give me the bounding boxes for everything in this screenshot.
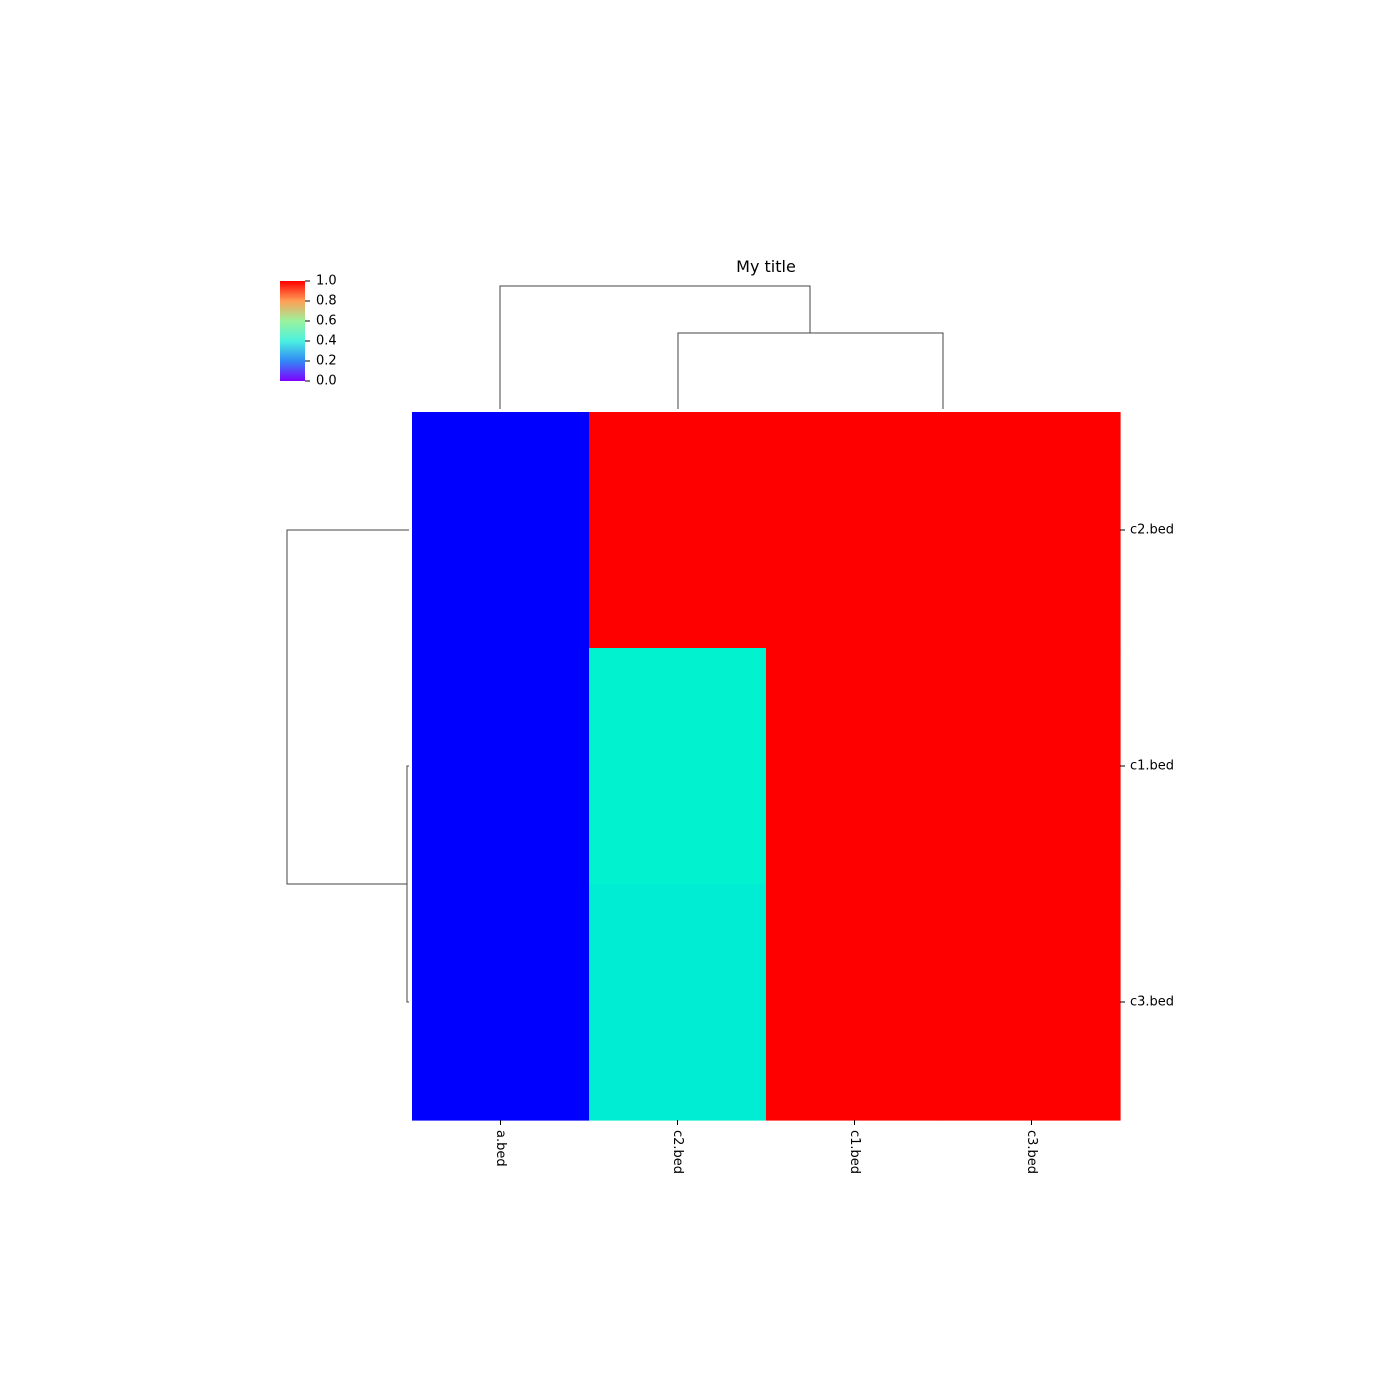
colorbar-tick-label: 0.8 <box>316 294 337 309</box>
column-label: a.bed <box>493 1130 508 1167</box>
column-label: c2.bed <box>670 1130 685 1174</box>
chart-title: My title <box>736 257 796 276</box>
row-dendro-link-c1-c3 <box>406 765 409 1003</box>
colorbar-tick-label: 0.2 <box>316 354 337 369</box>
colorbar-tick-label: 0.6 <box>316 314 337 329</box>
row-label: c3.bed <box>1130 995 1174 1010</box>
row-label: c1.bed <box>1130 759 1174 774</box>
column-labels: a.bed c2.bed c1.bed c3.bed <box>493 1120 1039 1174</box>
colorbar-tick-label: 0.4 <box>316 334 337 349</box>
heatmap-cell-c3-bed-c2-bed <box>589 884 767 1121</box>
colorbar-gradient <box>280 281 305 381</box>
heatmap-cell-c3-bed-c1-bed <box>766 884 944 1121</box>
heatmap-cell-c2-bed-c1-bed <box>766 412 944 649</box>
column-label: c1.bed <box>847 1130 862 1174</box>
heatmap-cell-c1-bed-a-bed <box>412 648 590 885</box>
heatmap-cell-c3-bed-c3-bed <box>943 884 1121 1121</box>
col-dendro-link-root <box>499 285 811 409</box>
heatmap-cell-c3-bed-a-bed <box>412 884 590 1121</box>
row-labels: c2.bed c1.bed c3.bed <box>1120 523 1174 1010</box>
heatmap-cell-c1-bed-c2-bed <box>589 648 767 885</box>
row-dendrogram <box>286 529 409 1003</box>
heatmap-cell-c1-bed-c1-bed <box>766 648 944 885</box>
row-dendro-link-root <box>286 529 409 885</box>
colorbar-tick-label: 1.0 <box>316 274 337 289</box>
heatmap <box>412 412 1121 1121</box>
column-label: c3.bed <box>1024 1130 1039 1174</box>
colorbar: 0.0 0.2 0.4 0.6 0.8 1.0 <box>280 274 337 389</box>
colorbar-tick-label: 0.0 <box>316 374 337 389</box>
colorbar-ticks: 0.0 0.2 0.4 0.6 0.8 1.0 <box>305 274 337 389</box>
column-dendrogram <box>499 285 944 409</box>
heatmap-cell-c2-bed-a-bed <box>412 412 590 649</box>
col-dendro-link-c1-c3 <box>677 332 944 409</box>
row-label: c2.bed <box>1130 523 1174 538</box>
heatmap-cell-c2-bed-c3-bed <box>943 412 1121 649</box>
heatmap-cell-c2-bed-c2-bed <box>589 412 767 649</box>
heatmap-cell-c1-bed-c3-bed <box>943 648 1121 885</box>
